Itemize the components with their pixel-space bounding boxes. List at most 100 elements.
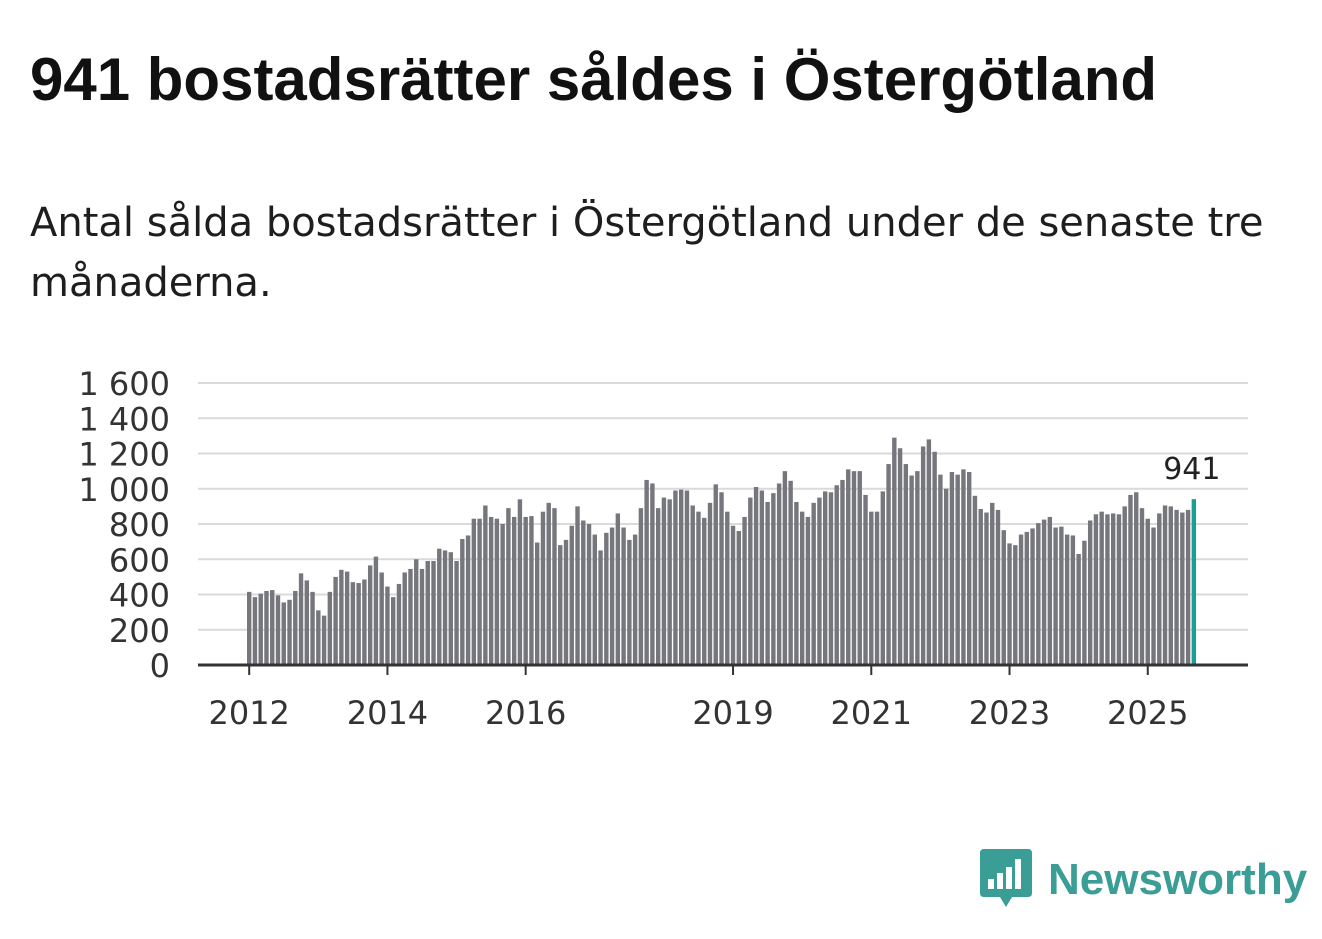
bar bbox=[356, 583, 361, 665]
x-tick-label: 2025 bbox=[1107, 694, 1188, 732]
bar bbox=[523, 516, 528, 665]
x-axis-labels: 2012 2014 2016 2019 2021 2023 2025 bbox=[208, 694, 1188, 732]
bar bbox=[604, 532, 609, 665]
bar bbox=[592, 534, 597, 665]
bar bbox=[1030, 528, 1035, 665]
bar bbox=[1145, 518, 1150, 665]
bar bbox=[298, 573, 304, 665]
bar bbox=[915, 471, 920, 666]
bar bbox=[817, 497, 822, 665]
bar bbox=[460, 538, 465, 665]
bar bbox=[903, 464, 909, 665]
bar bbox=[293, 590, 298, 665]
bar bbox=[696, 511, 701, 665]
bar bbox=[471, 518, 477, 665]
bar bbox=[391, 597, 396, 665]
bar bbox=[828, 492, 834, 665]
bar bbox=[932, 451, 937, 665]
bar bbox=[794, 501, 799, 665]
y-tick-label: 1 200 bbox=[78, 436, 170, 474]
bar bbox=[586, 524, 592, 665]
bar bbox=[270, 590, 275, 665]
bar bbox=[344, 571, 350, 665]
bar bbox=[483, 505, 488, 665]
bar bbox=[321, 615, 327, 665]
bar bbox=[1001, 530, 1006, 665]
bar bbox=[644, 479, 649, 665]
bar bbox=[1168, 506, 1173, 666]
bar bbox=[598, 550, 603, 665]
bar-highlight bbox=[1191, 499, 1197, 665]
bar bbox=[897, 448, 903, 665]
bar bbox=[316, 610, 321, 665]
bar bbox=[713, 484, 718, 665]
bar bbox=[396, 583, 402, 665]
bar bbox=[1128, 494, 1133, 665]
bar bbox=[506, 508, 511, 665]
bar bbox=[857, 471, 862, 666]
bar bbox=[1018, 534, 1024, 665]
y-tick-label: 600 bbox=[109, 541, 170, 579]
bar bbox=[500, 524, 505, 665]
bar bbox=[943, 488, 949, 665]
bar bbox=[448, 552, 453, 665]
bar bbox=[846, 469, 851, 665]
bar bbox=[1116, 514, 1122, 665]
bar bbox=[1111, 513, 1116, 665]
bar bbox=[529, 516, 534, 665]
bar bbox=[373, 556, 379, 665]
bar bbox=[886, 464, 891, 665]
bar bbox=[840, 479, 845, 665]
bar bbox=[310, 591, 315, 665]
y-tick-label: 1 400 bbox=[78, 400, 170, 438]
bar bbox=[1093, 514, 1099, 665]
brand-name: Newsworthy bbox=[1048, 855, 1308, 904]
bar bbox=[609, 527, 615, 665]
bar bbox=[1087, 520, 1093, 665]
bar bbox=[1162, 505, 1168, 665]
bar bbox=[1180, 512, 1185, 665]
bar bbox=[627, 539, 632, 665]
bar bbox=[684, 490, 690, 665]
bar bbox=[955, 474, 960, 665]
bar bbox=[1105, 514, 1110, 665]
bar bbox=[385, 586, 390, 665]
bar bbox=[995, 509, 1001, 665]
bar bbox=[661, 497, 667, 665]
bar bbox=[1122, 506, 1127, 666]
bar bbox=[287, 599, 292, 665]
bar bbox=[776, 483, 782, 665]
bar bbox=[1076, 553, 1081, 665]
y-tick-label: 200 bbox=[109, 612, 170, 650]
bar bbox=[517, 499, 523, 665]
bar bbox=[719, 492, 724, 665]
annotations: 941 bbox=[1163, 452, 1220, 487]
bar bbox=[1134, 492, 1139, 665]
x-tick-label: 2019 bbox=[692, 694, 773, 732]
bar bbox=[673, 490, 678, 665]
bar bbox=[926, 439, 932, 665]
bar bbox=[546, 502, 551, 665]
bar bbox=[1064, 534, 1070, 665]
bar bbox=[304, 580, 309, 665]
y-tick-label: 800 bbox=[109, 506, 170, 544]
bar bbox=[1070, 535, 1076, 665]
bar bbox=[655, 508, 661, 665]
bar bbox=[1007, 543, 1012, 665]
bars bbox=[247, 437, 1197, 666]
bar bbox=[379, 572, 384, 665]
data-label-latest: 941 bbox=[1163, 452, 1220, 487]
bar bbox=[540, 511, 546, 665]
brand: Newsworthy bbox=[980, 848, 1307, 912]
bar bbox=[736, 531, 741, 665]
bar bbox=[408, 568, 413, 665]
bar bbox=[742, 516, 747, 665]
bar bbox=[920, 446, 926, 665]
bar bbox=[771, 493, 776, 665]
bar bbox=[402, 572, 407, 665]
bar bbox=[247, 591, 252, 665]
bar bbox=[1036, 523, 1041, 665]
bar bbox=[264, 590, 269, 665]
x-tick-label: 2016 bbox=[485, 694, 566, 732]
